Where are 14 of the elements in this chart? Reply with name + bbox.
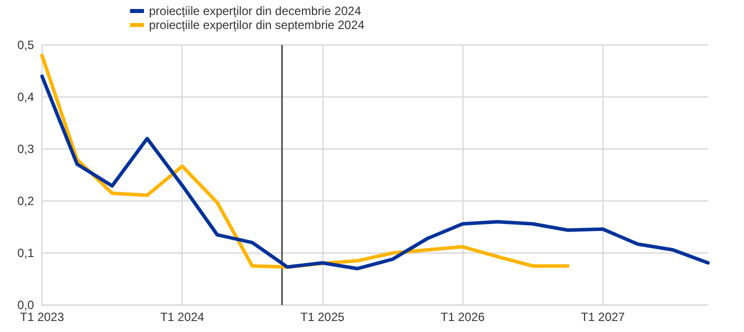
y-tick-label: 0,4 [17,90,34,104]
y-tick-label: 0,1 [17,246,34,260]
x-tick-label: T1 2025 [300,310,345,324]
x-tick-label: T1 2026 [440,310,485,324]
x-tick-label: T1 2027 [580,310,626,324]
y-tick-label: 0,0 [17,298,34,312]
y-tick-label: 0,2 [17,194,34,208]
x-tick-label: T1 2024 [160,310,205,324]
y-tick-label: 0,3 [17,142,34,156]
y-tick-label: 0,5 [17,38,34,52]
legend-label: proiecțiile experților din decembrie 2024 [149,4,362,18]
x-tick-label: T1 2023 [20,310,64,324]
line-series [40,74,710,270]
legend-label: proiecțiile experților din septembrie 2024 [149,18,365,32]
